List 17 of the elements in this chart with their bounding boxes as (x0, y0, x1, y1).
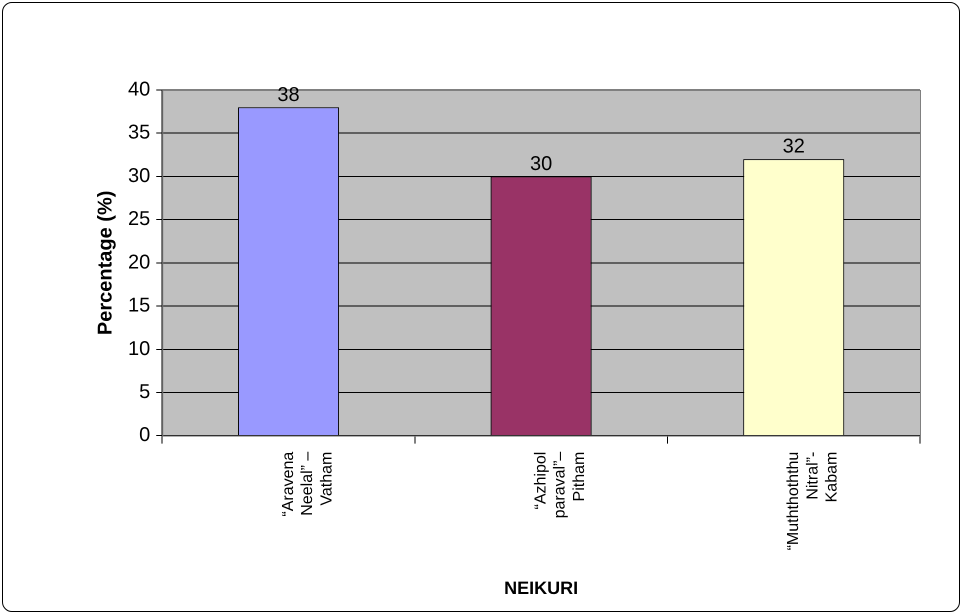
y-tick-label: 5 (139, 380, 150, 403)
y-tick-label: 0 (139, 424, 150, 446)
y-tick-label: 20 (128, 251, 150, 274)
data-label: 30 (530, 152, 552, 175)
x-axis-title: NEIKURI (504, 578, 578, 598)
data-label: 32 (782, 136, 805, 158)
x-tick-label: “Muththoththu Nitral”- Kabam (785, 452, 841, 550)
y-tick-label: 25 (128, 208, 150, 230)
x-tick-label: “Aravena Neelal” – Vatham (280, 452, 336, 517)
y-tick-label: 40 (128, 78, 150, 101)
y-tick-label: 10 (128, 338, 150, 360)
data-label: 38 (277, 84, 300, 106)
x-tick-label: “Azhipol paraval”– Pitham (532, 452, 588, 518)
y-axis-title: Percentage (%) (94, 190, 117, 336)
y-tick-label: 15 (128, 294, 150, 317)
y-tick-label: 30 (128, 164, 150, 187)
y-tick-label: 35 (128, 122, 150, 144)
